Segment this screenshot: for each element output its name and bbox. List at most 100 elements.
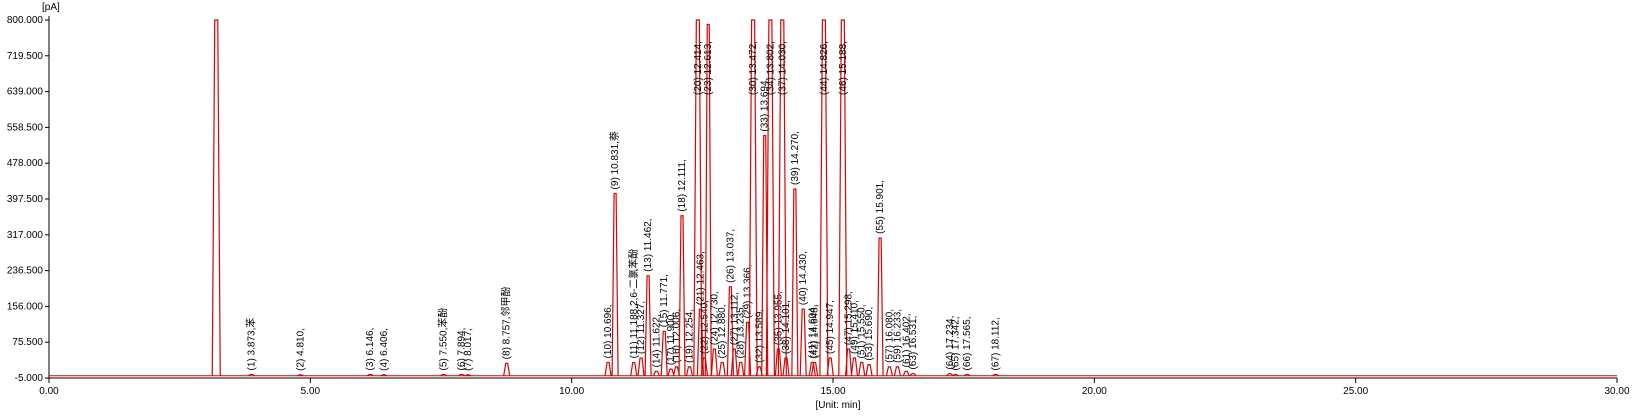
peak [819, 19, 829, 376]
y-unit: [pA] [42, 2, 60, 13]
peak [297, 374, 304, 377]
peak [630, 361, 638, 376]
peak-label: (23) 12.613, [703, 41, 714, 95]
peak [808, 361, 816, 376]
peak-label: (24) 12.730, [709, 291, 720, 345]
peak-label: (14) 11.622, [651, 314, 662, 367]
peak [791, 188, 799, 376]
peak-label: (32) 13.589, [754, 309, 765, 363]
x-tick-label: 0.00 [39, 386, 59, 397]
peak-label: (18) 12.111, [677, 159, 688, 211]
peak-label: (1) 3.873,苯 [244, 318, 257, 371]
peak [730, 348, 738, 376]
peak-label: (49) 15.410, [849, 300, 860, 354]
peak-label: (42) 14.648, [810, 304, 821, 358]
peak-label: (51) 15.550, [857, 304, 868, 358]
peak [737, 361, 745, 376]
peak-label: (16) 12.006, [672, 309, 683, 363]
peak [700, 357, 709, 376]
peak [678, 215, 686, 376]
y-tick-label: 397.500 [7, 194, 44, 205]
peak-label: (53) 15.690, [864, 307, 875, 361]
y-tick-label: 800.000 [7, 15, 44, 26]
peak [992, 373, 999, 377]
peak-label: (30) 13.472, [748, 41, 759, 95]
peak-label: (8) 8.757,邻甲酚 [500, 287, 513, 360]
peak [946, 372, 954, 377]
peak-label: (34) 13.802, [765, 41, 776, 95]
peak [777, 19, 787, 376]
peak-label: (59) 16.233, [892, 309, 903, 363]
peak [696, 308, 704, 376]
x-tick-label: 20.00 [1082, 386, 1107, 397]
peak-label: (12) 11.327, [636, 301, 647, 354]
peak [811, 361, 819, 376]
peak-label: (2) 4.810, [295, 328, 306, 371]
peak-label: (38) 14.101, [781, 300, 792, 354]
peak-label: (21) 12.463, [695, 251, 706, 305]
y-tick-label: 317.000 [7, 230, 44, 241]
peak-label: (37) 14.030, [777, 41, 788, 95]
y-tick-label: 639.000 [7, 87, 44, 98]
peak [710, 348, 718, 376]
peak [782, 357, 790, 376]
x-tick-label: 25.00 [1343, 386, 1368, 397]
peak [844, 348, 853, 376]
peak [858, 361, 866, 376]
peak-label: (63) 16.531, [908, 316, 919, 370]
peak-label: (5) 7.550,苯酚 [437, 308, 450, 371]
x-tick-label: 30.00 [1604, 386, 1629, 397]
peak [685, 366, 694, 376]
peak-label: (55) 15.901, [875, 180, 886, 234]
peak-label: (47) 15.298, [844, 291, 855, 345]
peak-label: (46) 15.188, [838, 41, 849, 95]
y-tick-label: -5.000 [15, 373, 44, 384]
peak [611, 192, 619, 376]
y-tick-label: 236.500 [7, 266, 44, 277]
peak [211, 19, 221, 376]
y-tick-label: 478.000 [7, 158, 44, 169]
y-tick-label: 558.500 [7, 122, 44, 133]
peak [718, 361, 726, 376]
peak [909, 372, 917, 377]
peak [765, 19, 775, 376]
x-tick-label: 5.00 [301, 386, 321, 397]
peak-label: (6) 7.894, [457, 328, 468, 371]
y-tick-label: 75.500 [12, 337, 43, 348]
peak [876, 237, 884, 376]
peak [902, 370, 910, 377]
peak [748, 19, 758, 376]
peak-label: (15) 11.771, [659, 274, 670, 327]
peak-label: (66) 17.565, [962, 317, 973, 371]
peak [464, 374, 472, 377]
peak-label: (40) 14.430, [798, 251, 809, 305]
peak-label: (11) 11.188,2,6-二氯苯酚 [627, 249, 640, 359]
peak-label: (27) 13.112, [729, 292, 740, 345]
peak-label: (64) 17.234, [945, 316, 956, 370]
peak-label: (44) 14.826, [819, 41, 830, 95]
peak [440, 373, 447, 377]
peak [963, 373, 971, 377]
peak [693, 19, 703, 376]
peak [850, 357, 859, 376]
peak [637, 357, 645, 376]
peak [604, 361, 612, 376]
peak-label: (65) 17.342, [950, 317, 961, 371]
peak [799, 308, 807, 376]
y-tick-label: 719.500 [7, 51, 44, 62]
peak [952, 373, 959, 377]
peak-label: (41) 14.604, [807, 304, 818, 358]
peak [458, 373, 465, 377]
peak-label: (28) 13.235, [736, 304, 747, 358]
peak [865, 364, 873, 376]
peak-label: (4) 6.406, [379, 328, 390, 371]
peak [660, 330, 668, 376]
peak-label: (20) 12.414, [693, 41, 704, 95]
peak [366, 373, 374, 377]
peak-label: (19) 12.254, [684, 309, 695, 363]
peak-label: (10) 10.696, [603, 304, 614, 358]
peak [503, 362, 511, 376]
peak [667, 368, 675, 376]
peak-label: (57) 16.080, [884, 309, 895, 363]
peak [726, 286, 735, 376]
